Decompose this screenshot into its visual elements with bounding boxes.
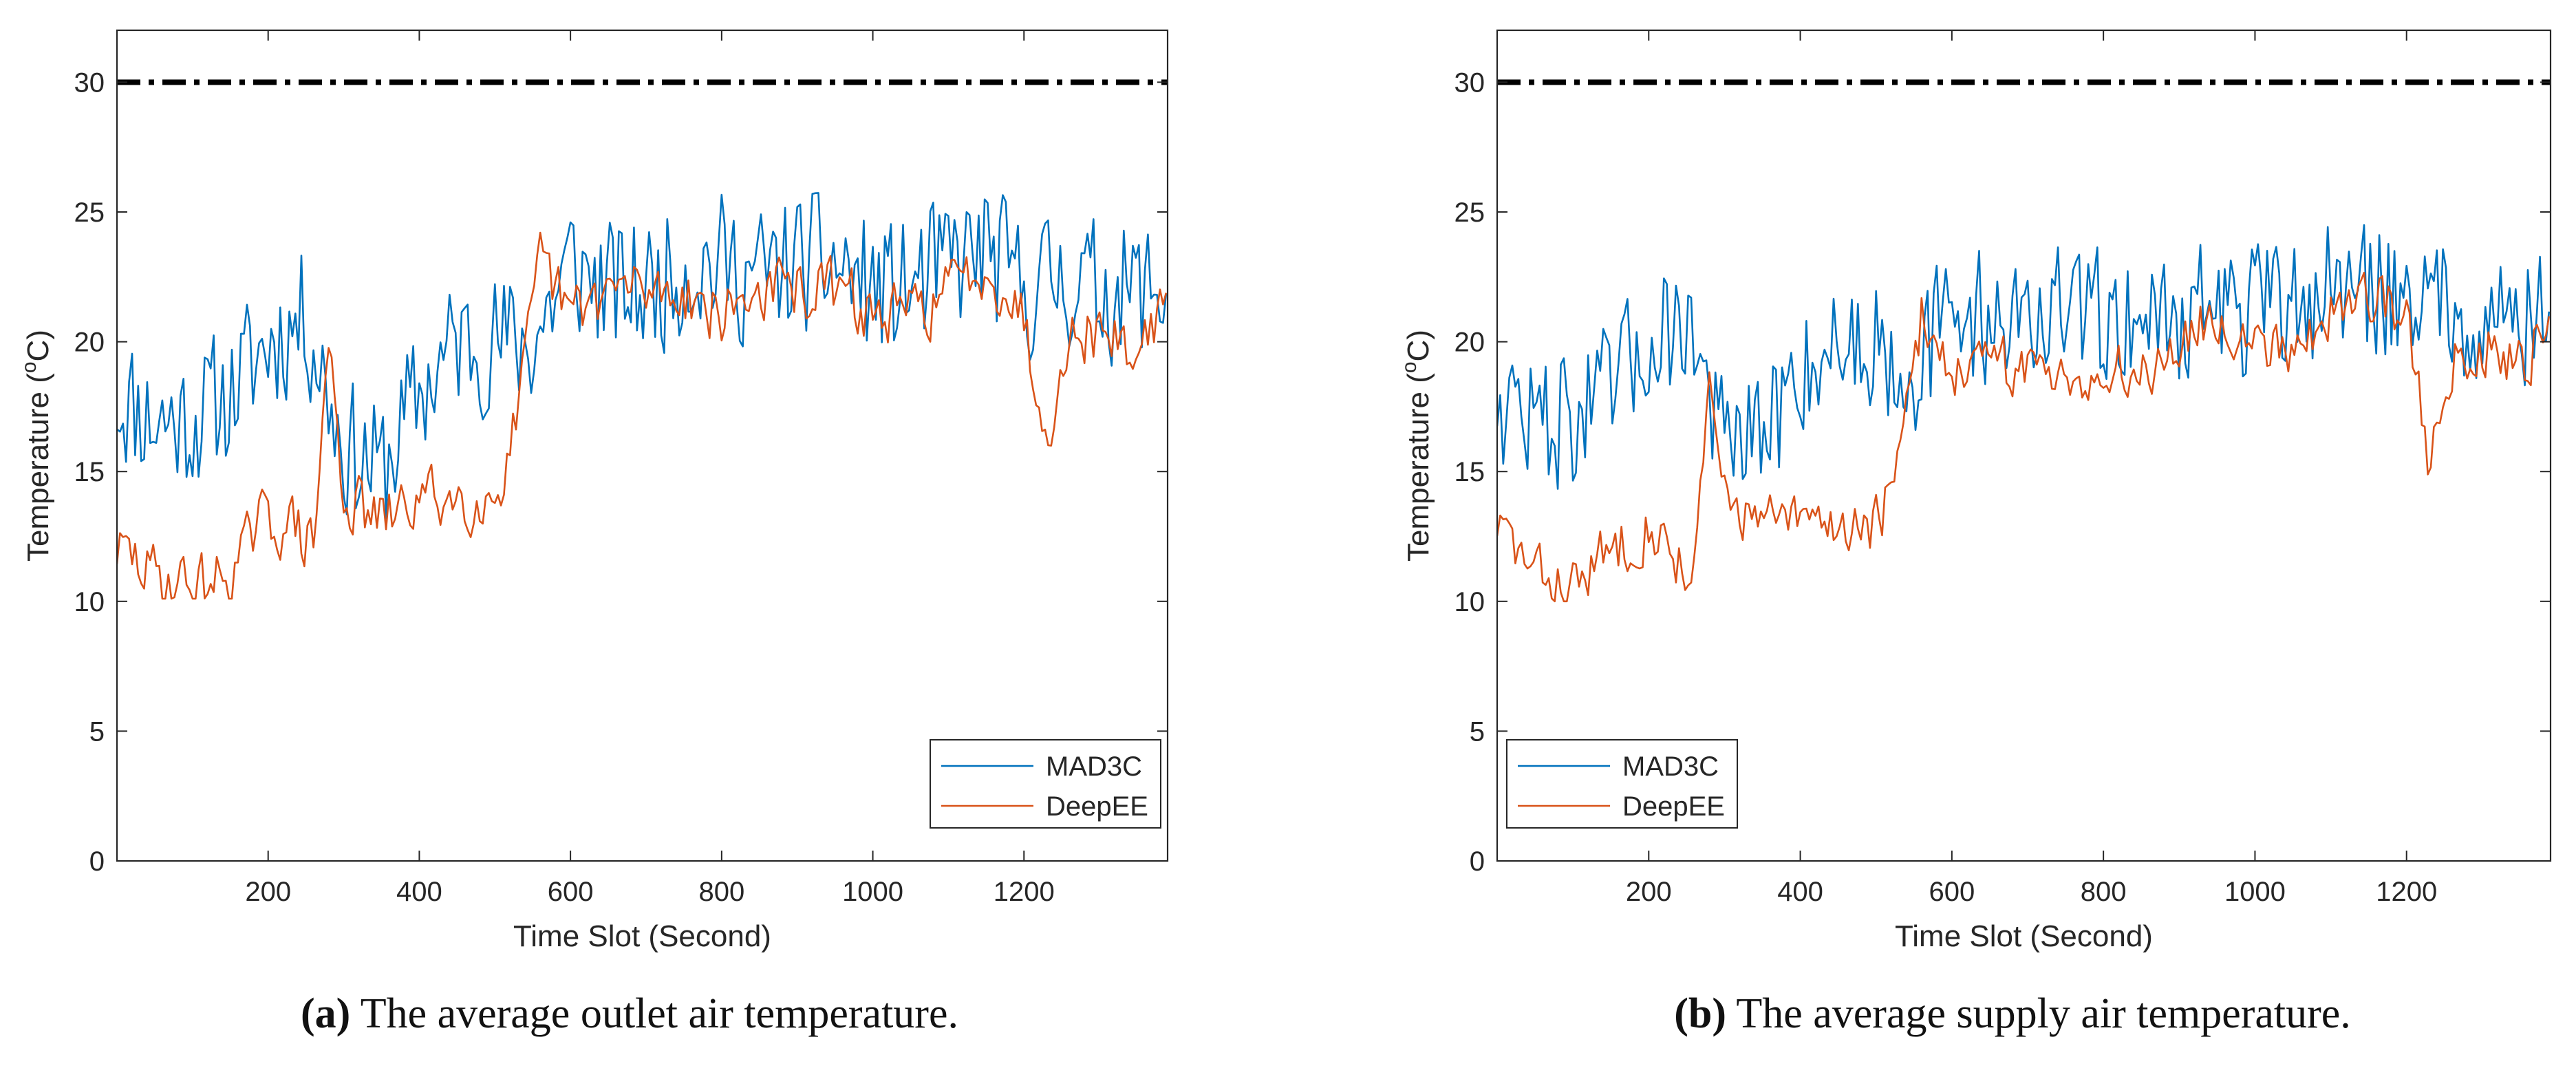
x-tick-label: 1000 (2224, 877, 2286, 907)
caption-letter: (a) (301, 990, 350, 1037)
legend-box (930, 739, 1161, 829)
y-tick-label: 30 (1455, 67, 1485, 98)
x-tick-label: 800 (698, 877, 744, 907)
caption-letter: (b) (1674, 990, 1726, 1037)
y-tick-label: 5 (89, 716, 105, 747)
y-axis-label-text: Temperature (oC) (1398, 330, 1435, 562)
series-line-mad3c (117, 192, 1168, 520)
x-axis-label: Time Slot (Second) (513, 919, 771, 953)
y-label-superscript: o (18, 361, 41, 373)
y-tick-label: 0 (1470, 846, 1485, 877)
x-tick-label: 600 (548, 877, 594, 907)
x-axis-label: Time Slot (Second) (1895, 919, 2153, 953)
y-tick-label: 5 (1470, 716, 1485, 747)
axes-box (116, 29, 1169, 862)
figure-caption: (a) The average outlet air temperature. (301, 990, 958, 1037)
y-tick-label: 30 (74, 67, 105, 98)
plot-area (1497, 30, 2551, 861)
y-label-main: Temperature ( (21, 373, 55, 562)
x-tick-label: 1000 (842, 877, 903, 907)
y-tick-label: 20 (1455, 328, 1485, 358)
x-tick-label: 800 (2081, 877, 2127, 907)
x-tick-label: 600 (1929, 877, 1975, 907)
caption-space (350, 990, 360, 1037)
x-tick-label: 1200 (2376, 877, 2437, 907)
legend-label-deepee: DeepEE (1622, 791, 1725, 822)
chart-a: 0 5 10 15 20 25 30 200 400 600 800 1000 1200 Time Slo… (18, 29, 1169, 1037)
y-tick-label: 20 (74, 328, 105, 358)
y-tick-label: 15 (1455, 457, 1485, 487)
x-tick-label: 200 (1626, 877, 1672, 907)
y-label-tail: C) (21, 330, 55, 361)
y-label-tail: C) (1402, 330, 1435, 361)
legend: MAD3C DeepEE (1506, 739, 1738, 829)
chart-b: 0 5 10 15 20 25 30 200 400 600 800 1000 1200 Time Slo… (1398, 29, 2552, 1037)
series-group (117, 192, 1168, 600)
y-axis-label: Temperature (oC) (18, 330, 55, 562)
y-tick-label: 10 (1455, 587, 1485, 617)
legend-label-mad3c: MAD3C (1622, 751, 1719, 782)
x-tick-label: 1200 (994, 877, 1055, 907)
legend-label-mad3c: MAD3C (1046, 751, 1142, 782)
caption-text: The average supply air temperature. (1736, 990, 2350, 1037)
figure-caption: (b) The average supply air temperature. (1674, 990, 2351, 1037)
y-axis-label: Temperature (oC) (1398, 330, 1435, 562)
series-group (1497, 224, 2551, 603)
y-label-main: Temperature ( (1402, 373, 1435, 562)
y-tick-label: 0 (89, 846, 105, 877)
x-tick-label: 400 (396, 877, 442, 907)
y-tick-label: 25 (74, 198, 105, 228)
y-tick-label: 25 (1455, 198, 1485, 228)
x-tick-label: 200 (245, 877, 291, 907)
legend-box (1506, 739, 1738, 829)
x-tick-label: 400 (1777, 877, 1823, 907)
y-label-superscript: o (1398, 361, 1421, 373)
y-axis-label-text: Temperature (oC) (18, 330, 55, 562)
caption-text: The average outlet air temperature. (361, 990, 958, 1037)
caption-space (1726, 990, 1736, 1037)
series-line-deepee (117, 231, 1168, 600)
plot-area (117, 30, 1168, 861)
legend: MAD3C DeepEE (930, 739, 1161, 829)
legend-label-deepee: DeepEE (1046, 791, 1148, 822)
series-line-deepee (1497, 271, 2551, 603)
y-tick-label: 15 (74, 457, 105, 487)
axes-box (1496, 29, 2552, 862)
y-tick-label: 10 (74, 587, 105, 617)
